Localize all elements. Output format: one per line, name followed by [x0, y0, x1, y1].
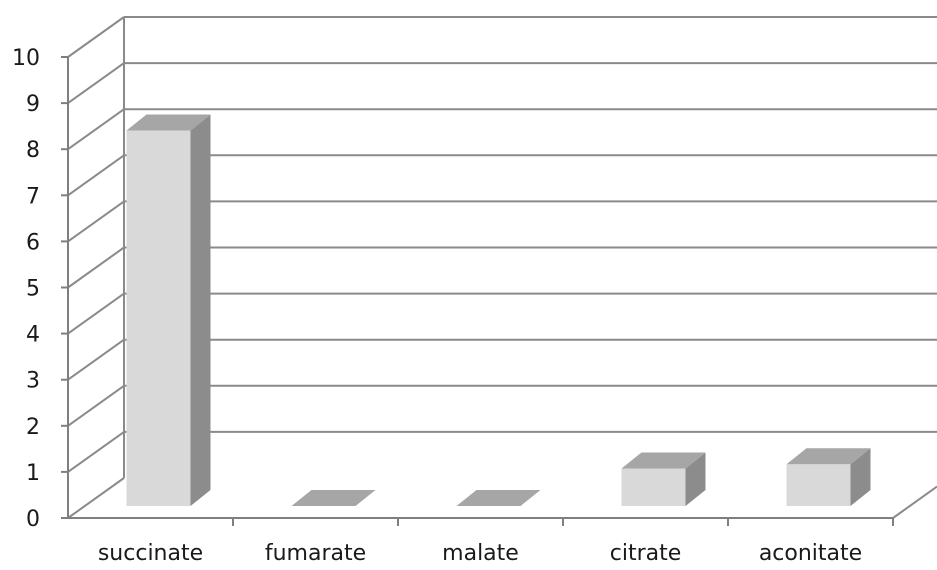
side-gridline-8	[67, 108, 125, 151]
side-gridline-5	[67, 246, 125, 289]
side-gridline-10	[67, 16, 125, 58]
side-gridline-2	[67, 384, 125, 427]
side-gridline-1	[67, 431, 125, 473]
bar-top-face	[456, 490, 541, 506]
gridlines	[67, 16, 937, 519]
x-category-label: malate	[442, 541, 519, 566]
bar-top-face	[786, 448, 871, 465]
y-tick-label: 10	[12, 46, 40, 71]
y-tick-label: 9	[26, 92, 40, 117]
x-category-labels: succinate fumarate malate citrate aconitate	[98, 541, 862, 566]
bar-front-face	[621, 468, 686, 506]
bar-side-face	[190, 114, 211, 506]
x-category-label: fumarate	[265, 541, 366, 566]
bar-aconitate	[786, 448, 871, 506]
bar-top-face	[621, 452, 706, 469]
bar-fumarate	[291, 490, 376, 506]
bar-citrate	[621, 452, 706, 506]
side-gridline-3	[67, 338, 125, 381]
bar-succinate	[126, 114, 211, 506]
y-tick-label: 2	[26, 415, 40, 440]
bar-malate	[456, 490, 541, 506]
side-gridline-7	[67, 154, 125, 197]
bar-top-face	[291, 490, 376, 506]
y-tick-label: 0	[26, 507, 40, 532]
y-tick-label: 1	[26, 461, 40, 486]
y-tick-label: 3	[26, 369, 40, 394]
x-category-label: succinate	[98, 541, 203, 566]
bar-side-face	[850, 448, 871, 506]
y-tick-label: 7	[26, 184, 40, 209]
y-tick-label: 4	[26, 323, 40, 348]
bar-front-face	[126, 130, 191, 506]
y-tick-label: 8	[26, 138, 40, 163]
axes	[61, 17, 937, 526]
side-gridline-4	[67, 292, 125, 335]
y-tick-label: 6	[26, 230, 40, 255]
bar-front-face	[786, 464, 851, 506]
bars	[126, 114, 871, 506]
bar-top-face	[126, 114, 211, 131]
side-gridline-9	[67, 62, 125, 104]
floor-right-edge	[892, 485, 937, 519]
x-category-label: citrate	[610, 541, 682, 566]
x-category-label: aconitate	[759, 541, 862, 566]
side-gridline-6	[67, 200, 125, 243]
y-tick-label: 5	[26, 277, 40, 302]
side-gridline-0	[67, 477, 125, 519]
bar-side-face	[685, 452, 706, 506]
y-tick-labels: 0 1 2 3 4 5 6 7 8 9 10	[12, 46, 40, 532]
